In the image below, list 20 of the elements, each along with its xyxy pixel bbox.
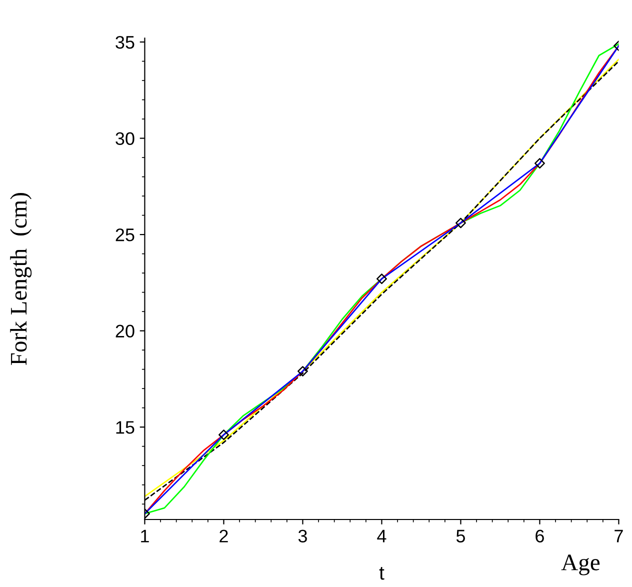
- x-tick-label: 1: [141, 530, 149, 542]
- y-tick-label: 20: [116, 324, 134, 338]
- x-tick-label: 3: [298, 530, 307, 542]
- x-tick-label: 2: [220, 530, 228, 542]
- x-tick-label: 4: [377, 530, 386, 542]
- x-tick-label: 5: [456, 530, 465, 542]
- text: Age: [561, 554, 600, 576]
- x-tick-label: 6: [536, 530, 544, 542]
- x-axis-title: t: [379, 567, 384, 580]
- point: [534, 158, 545, 169]
- y-tick-label: 35: [116, 36, 134, 49]
- y-tick-label: 30: [116, 132, 134, 145]
- y-tick-label: 25: [116, 228, 134, 242]
- point: [297, 366, 308, 376]
- point: [218, 430, 229, 440]
- point: [376, 274, 387, 284]
- x-tick-label: 7: [614, 530, 623, 542]
- y-tick-label: 15: [116, 421, 134, 434]
- point: [455, 218, 466, 228]
- y-axis-title: Fork Length (cm): [10, 192, 32, 366]
